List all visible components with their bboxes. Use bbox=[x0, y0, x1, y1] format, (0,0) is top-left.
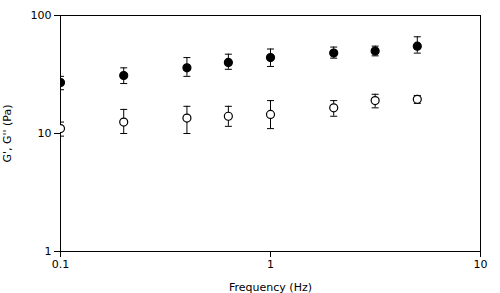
svg-text:Frequency (Hz): Frequency (Hz) bbox=[229, 281, 312, 293]
svg-text:0.1: 0.1 bbox=[52, 258, 70, 271]
svg-text:1: 1 bbox=[45, 245, 52, 258]
svg-text:100: 100 bbox=[31, 9, 52, 22]
svg-text:1: 1 bbox=[267, 258, 274, 271]
svg-text:G', G'' (Pa): G', G'' (Pa) bbox=[1, 104, 14, 162]
svg-text:10: 10 bbox=[38, 127, 52, 140]
svg-text:10: 10 bbox=[474, 258, 488, 271]
